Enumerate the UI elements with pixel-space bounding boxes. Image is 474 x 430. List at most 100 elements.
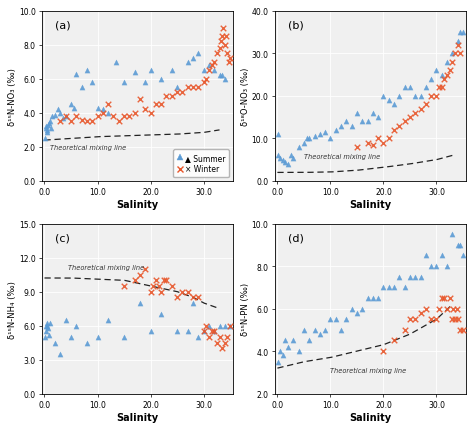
Point [43, 320, 50, 327]
Point [390, 127, 398, 134]
Text: (d): (d) [288, 233, 304, 243]
Point [210, 328, 218, 335]
Point [149, 283, 157, 290]
Point [221, 322, 228, 329]
Point [205, 322, 213, 329]
Point [155, 283, 162, 290]
Point [422, 101, 430, 108]
Point [300, 140, 308, 147]
Point [225, 59, 233, 66]
Point [184, 59, 191, 66]
Point [141, 80, 149, 86]
Point [70, 105, 77, 112]
Point [184, 85, 191, 92]
Point [54, 107, 62, 114]
Point [396, 123, 403, 130]
Point [456, 51, 464, 58]
Point [401, 327, 409, 334]
Point [396, 273, 403, 280]
Point [200, 68, 208, 75]
Point [120, 114, 128, 120]
Point [279, 157, 286, 164]
Point [62, 317, 70, 324]
Point [78, 117, 85, 124]
Point [221, 76, 228, 83]
Point [73, 71, 80, 78]
Point [303, 135, 310, 142]
Point [194, 294, 202, 301]
Point [224, 51, 231, 58]
Point [428, 76, 435, 83]
Point [287, 153, 294, 160]
Point [43, 322, 51, 329]
Point [380, 348, 387, 355]
Y-axis label: δ¹⁵N-PN (‰): δ¹⁵N-PN (‰) [241, 283, 250, 335]
Point [385, 135, 392, 142]
Point [173, 85, 181, 92]
Point [453, 305, 460, 312]
Point [274, 153, 282, 160]
Point [454, 316, 462, 323]
Point [44, 325, 52, 332]
Point [411, 110, 419, 117]
Point [89, 80, 96, 86]
Point [131, 70, 138, 77]
Point [353, 110, 361, 117]
Point [374, 114, 382, 121]
Point [217, 39, 224, 46]
Point [226, 322, 234, 329]
Point [47, 126, 55, 132]
Point [152, 277, 160, 284]
Point [219, 345, 226, 352]
Point [459, 252, 467, 259]
Point [205, 63, 213, 70]
Point [42, 328, 50, 335]
Point [451, 316, 459, 323]
Point [109, 114, 117, 120]
Point [290, 155, 297, 162]
Point [42, 322, 49, 329]
Point [401, 119, 409, 126]
Point [226, 322, 234, 329]
Point [327, 316, 334, 323]
Point [364, 119, 371, 126]
Point [435, 85, 443, 92]
X-axis label: Salinity: Salinity [116, 200, 158, 209]
Point [44, 122, 52, 129]
Point [417, 273, 424, 280]
Point [210, 328, 218, 335]
Point [295, 348, 302, 355]
Point [56, 110, 64, 117]
Point [438, 295, 446, 302]
Point [194, 51, 202, 58]
Point [401, 284, 409, 291]
Point [311, 133, 319, 140]
Point [131, 277, 138, 284]
Point [83, 68, 91, 75]
Point [200, 328, 208, 335]
Point [441, 295, 448, 302]
Point [89, 119, 96, 126]
Point [374, 295, 382, 302]
Point [428, 93, 435, 100]
Point [446, 295, 454, 302]
Point [433, 316, 440, 323]
Point [104, 101, 112, 108]
Point [200, 80, 208, 86]
Text: (c): (c) [55, 233, 70, 243]
Point [213, 51, 221, 58]
Point [163, 93, 170, 100]
Point [396, 93, 403, 100]
Text: Theoretical mixing line: Theoretical mixing line [330, 367, 407, 374]
Point [120, 80, 128, 86]
Point [67, 119, 75, 126]
Point [210, 59, 218, 66]
Point [219, 73, 226, 80]
Point [290, 337, 297, 344]
Point [43, 127, 51, 134]
Text: Theoretical mixing line: Theoretical mixing line [304, 153, 380, 159]
Point [364, 140, 371, 147]
Point [406, 316, 414, 323]
Point [369, 110, 377, 117]
Point [433, 93, 440, 100]
